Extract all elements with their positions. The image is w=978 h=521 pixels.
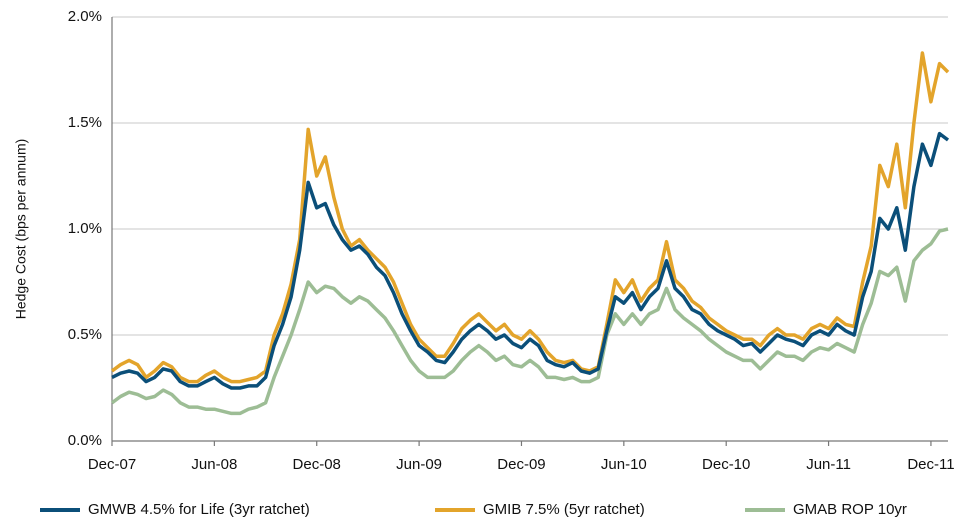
x-tick-label: Dec-09 [497, 456, 545, 473]
y-tick-label: 0.5% [68, 326, 102, 343]
x-tick-label: Jun-11 [806, 456, 851, 473]
series-line [111, 131, 950, 390]
legend-label: GMWB 4.5% for Life (3yr ratchet) [88, 501, 310, 518]
x-tick-label: Dec-11 [907, 456, 954, 473]
series-line [110, 227, 949, 416]
y-tick-label: 2.0% [68, 8, 102, 25]
x-tick-label: Jun-10 [601, 456, 647, 473]
x-tick-label: Dec-07 [88, 456, 136, 473]
series-line [110, 51, 950, 384]
y-tick-label: 1.5% [68, 114, 102, 131]
legend-label: GMAB ROP 10yr [793, 501, 907, 518]
y-tick-label: 0.0% [68, 432, 102, 449]
y-axis-title: Hedge Cost (bps per annum) [13, 139, 29, 320]
x-tick-label: Jun-08 [191, 456, 237, 473]
x-tick-label: Dec-08 [293, 456, 341, 473]
legend-label: GMIB 7.5% (5yr ratchet) [483, 501, 645, 518]
x-tick-label: Dec-10 [702, 456, 750, 473]
y-tick-label: 1.0% [68, 220, 102, 237]
x-tick-label: Jun-09 [396, 456, 442, 473]
